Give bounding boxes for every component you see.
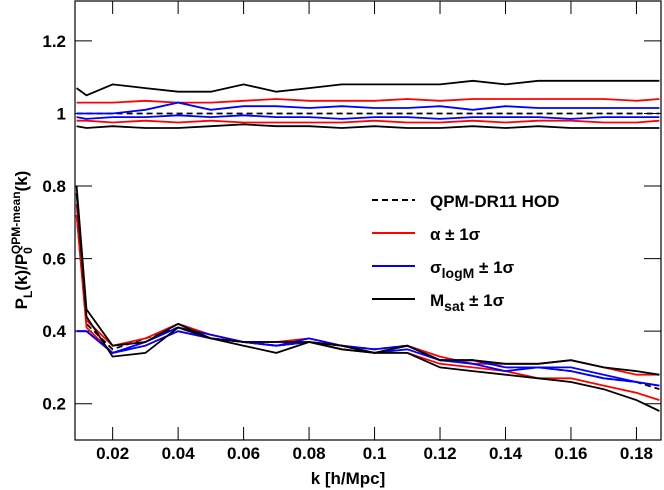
y-axis-label-part: QPM-mean bbox=[9, 191, 23, 254]
x-tick-label: 0.14 bbox=[489, 444, 523, 463]
legend-label-part: M bbox=[430, 291, 444, 310]
x-tick-label: 0.12 bbox=[423, 444, 456, 463]
x-tick-label: 0.08 bbox=[293, 444, 326, 463]
series-line bbox=[75, 215, 660, 401]
y-tick-label: 0.8 bbox=[42, 177, 66, 196]
series-line bbox=[75, 215, 660, 391]
y-tick-label: 0.2 bbox=[42, 395, 66, 414]
x-tick-label: 0.02 bbox=[96, 444, 129, 463]
y-tick-label: 1.2 bbox=[42, 32, 66, 51]
series-line bbox=[75, 185, 660, 376]
legend-label-part: ± 1σ bbox=[474, 258, 514, 277]
legend-label-part: σ bbox=[430, 258, 442, 277]
series-line bbox=[75, 193, 660, 412]
legend-label-part: ± 1σ bbox=[464, 291, 504, 310]
legend-label-part: sat bbox=[444, 298, 465, 314]
series-line bbox=[76, 114, 660, 120]
y-axis-label-part: (k) bbox=[12, 171, 31, 192]
y-tick-label: 1 bbox=[57, 104, 66, 123]
legend-label-part: logM bbox=[442, 265, 475, 281]
series-line bbox=[76, 79, 660, 97]
series-line bbox=[76, 123, 660, 129]
x-axis-label: k [h/Mpc] bbox=[311, 469, 386, 488]
y-tick-label: 0.6 bbox=[42, 250, 66, 269]
legend-label-part: α ± 1σ bbox=[430, 225, 481, 244]
x-tick-label: 0.1 bbox=[363, 444, 387, 463]
legend-label: Msat ± 1σ bbox=[430, 291, 505, 314]
y-axis-label-part: P bbox=[12, 298, 31, 309]
series-line bbox=[76, 101, 660, 115]
x-tick-label: 0.18 bbox=[620, 444, 653, 463]
legend-label-part: QPM-DR11 HOD bbox=[430, 192, 559, 211]
x-tick-label: 0.06 bbox=[227, 444, 260, 463]
y-axis-label-part: L bbox=[21, 291, 35, 298]
series-line bbox=[76, 326, 660, 387]
plot-frame bbox=[74, 0, 662, 441]
legend-label: QPM-DR11 HOD bbox=[430, 192, 559, 211]
x-tick-label: 0.16 bbox=[554, 444, 587, 463]
y-axis-label-part: (k)/P bbox=[12, 254, 31, 291]
series-line bbox=[76, 119, 660, 124]
legend-label: α ± 1σ bbox=[430, 225, 481, 244]
y-axis-label: PL(k)/P0QPM-mean(k) bbox=[9, 171, 35, 310]
series-line bbox=[76, 98, 660, 104]
legend-label: σlogM ± 1σ bbox=[430, 258, 515, 281]
y-axis-label-part: 0 bbox=[21, 247, 35, 254]
x-tick-label: 0.04 bbox=[162, 444, 196, 463]
y-tick-label: 0.4 bbox=[42, 322, 66, 341]
